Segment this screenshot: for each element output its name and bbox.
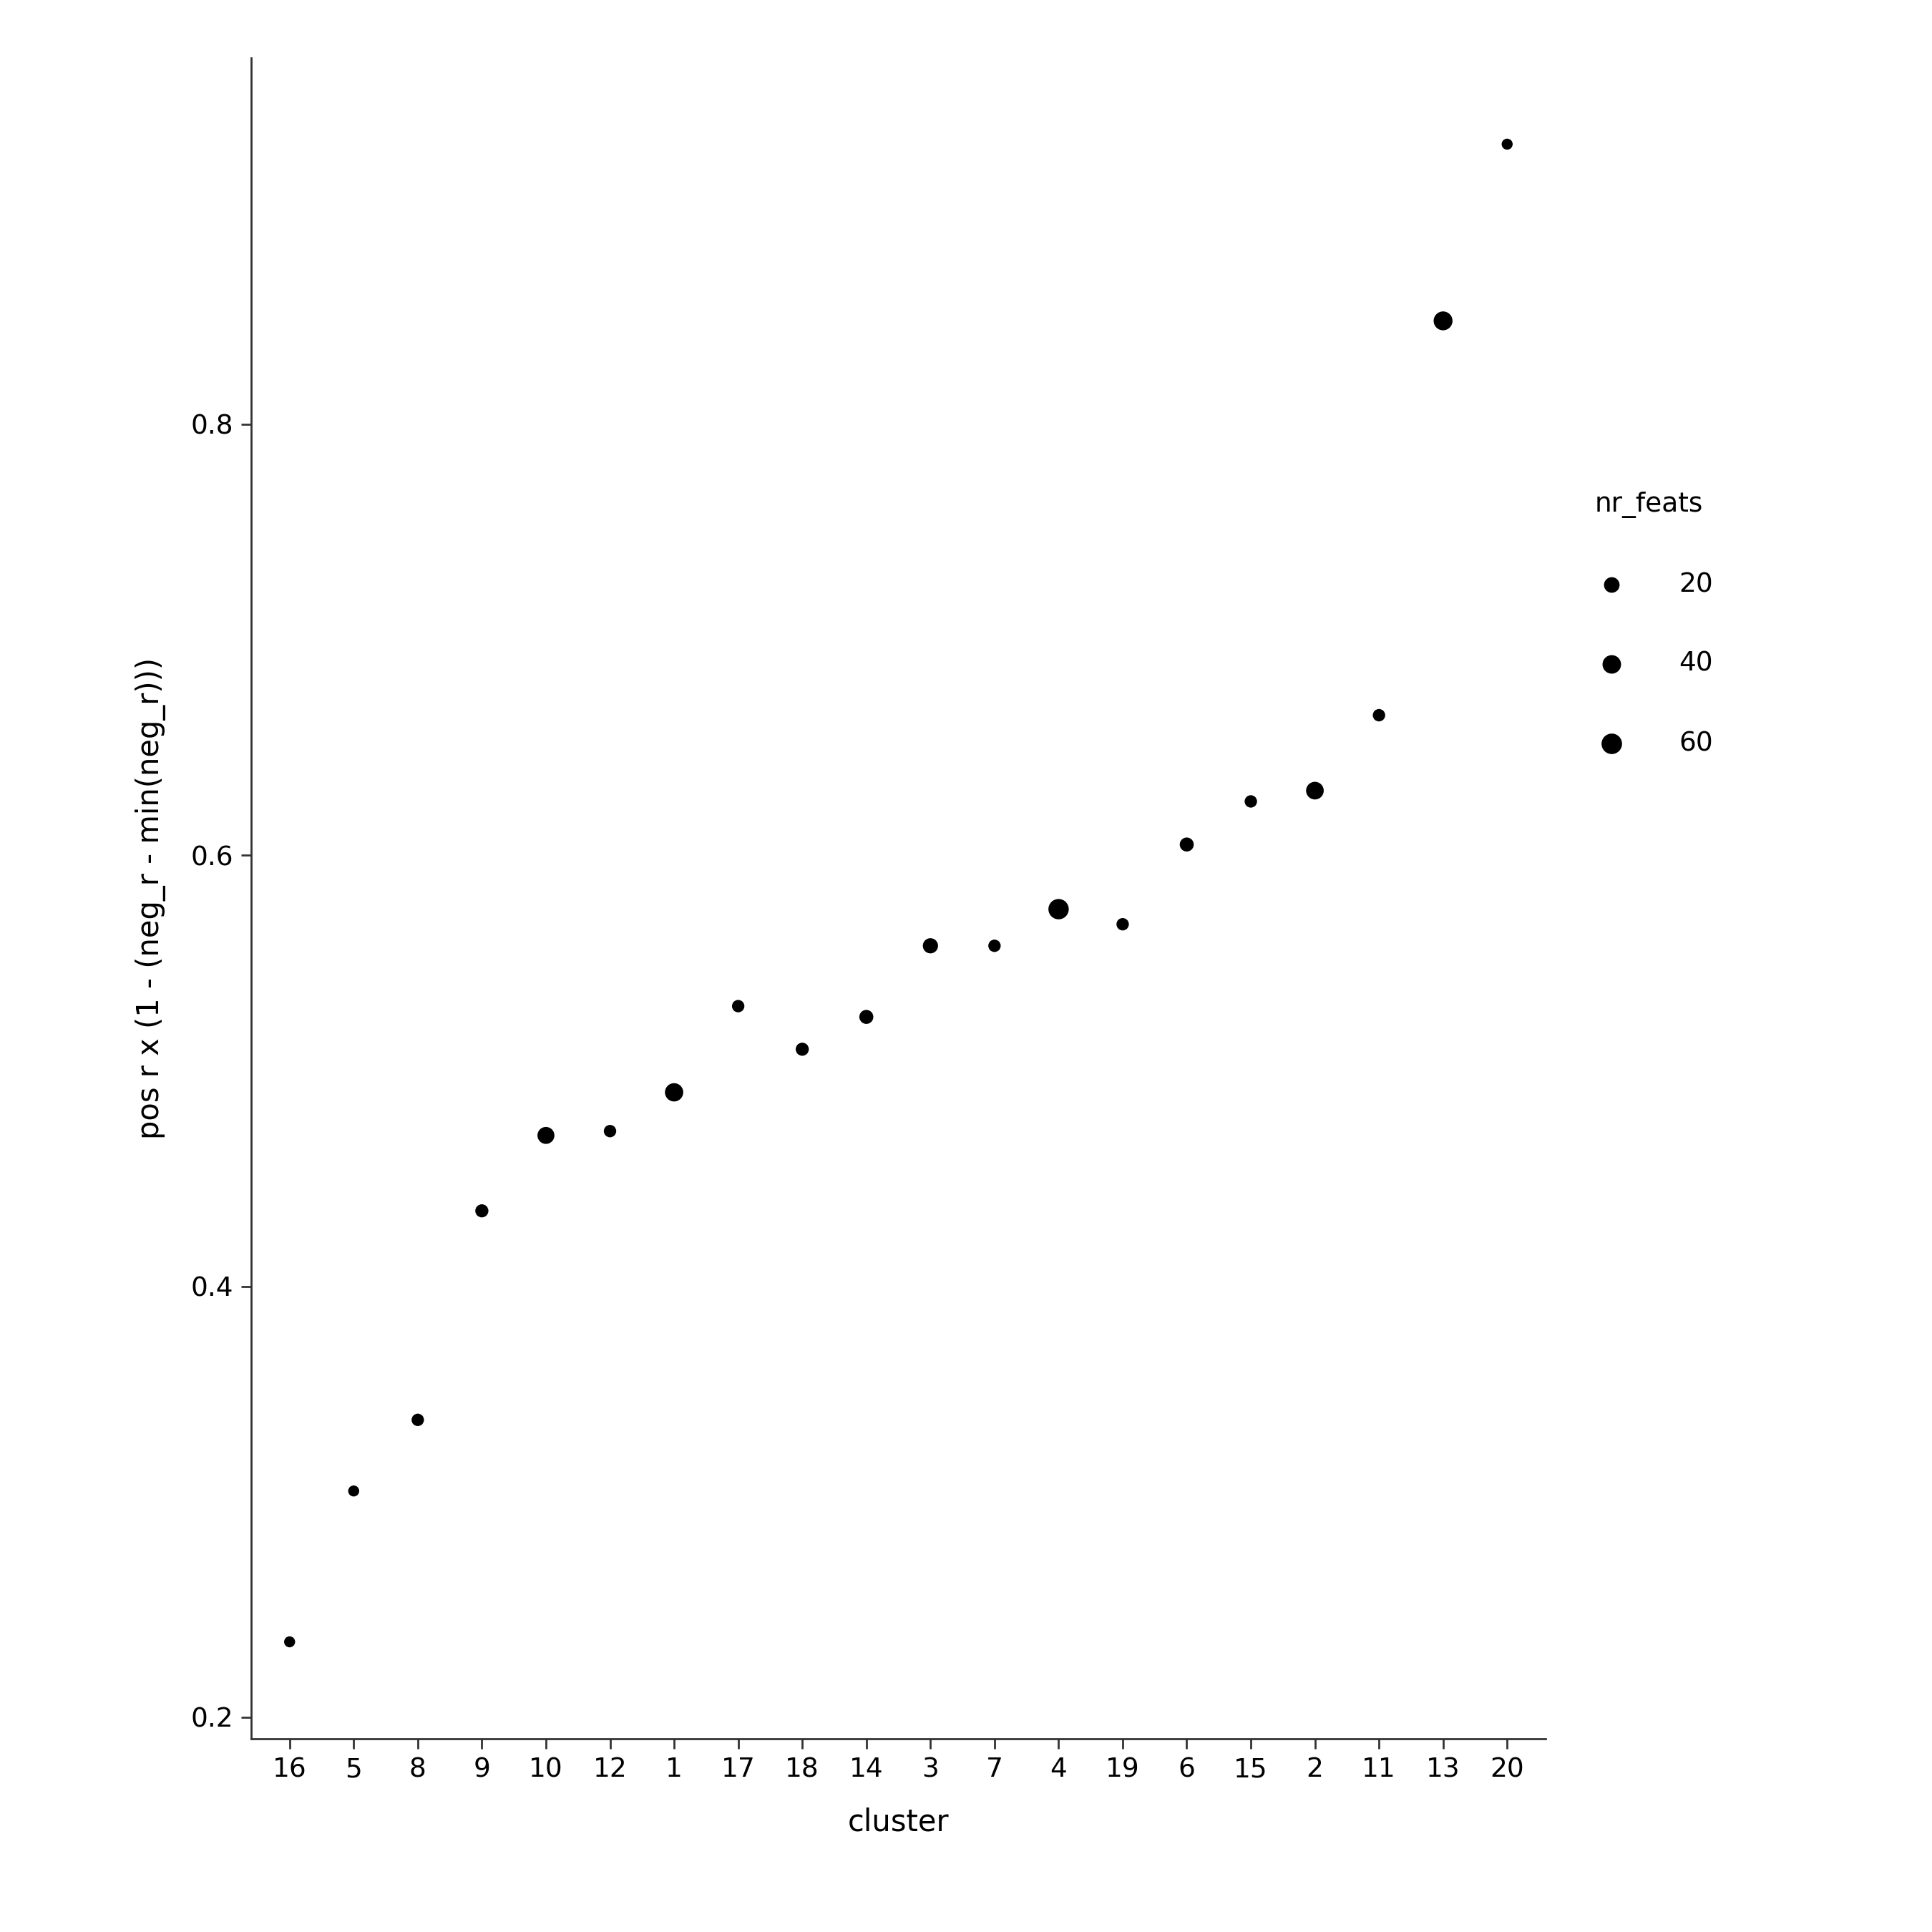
Point (274, 1627, 305, 1658)
Point (980, 931, 1010, 962)
Point (1235, 786, 1265, 817)
Point (531, 1121, 562, 1151)
X-axis label: cluster: cluster (848, 1806, 949, 1837)
Point (402, 1405, 433, 1435)
Point (723, 991, 753, 1022)
Point (1107, 908, 1138, 939)
Point (916, 931, 947, 962)
Legend: 20, 40, 60: 20, 40, 60 (1584, 491, 1714, 755)
Point (466, 1196, 497, 1227)
Point (1428, 305, 1459, 336)
Point (1364, 699, 1395, 730)
Point (595, 1115, 626, 1146)
Point (1492, 129, 1522, 160)
Point (850, 1001, 881, 1032)
Point (338, 1476, 369, 1507)
Point (1043, 895, 1074, 925)
Point (659, 1076, 690, 1107)
Point (1171, 829, 1202, 860)
Y-axis label: pos r x (1 - (neg_r - min(neg_r))): pos r x (1 - (neg_r - min(neg_r))) (135, 657, 166, 1140)
Point (786, 1034, 817, 1065)
Point (1300, 775, 1331, 806)
